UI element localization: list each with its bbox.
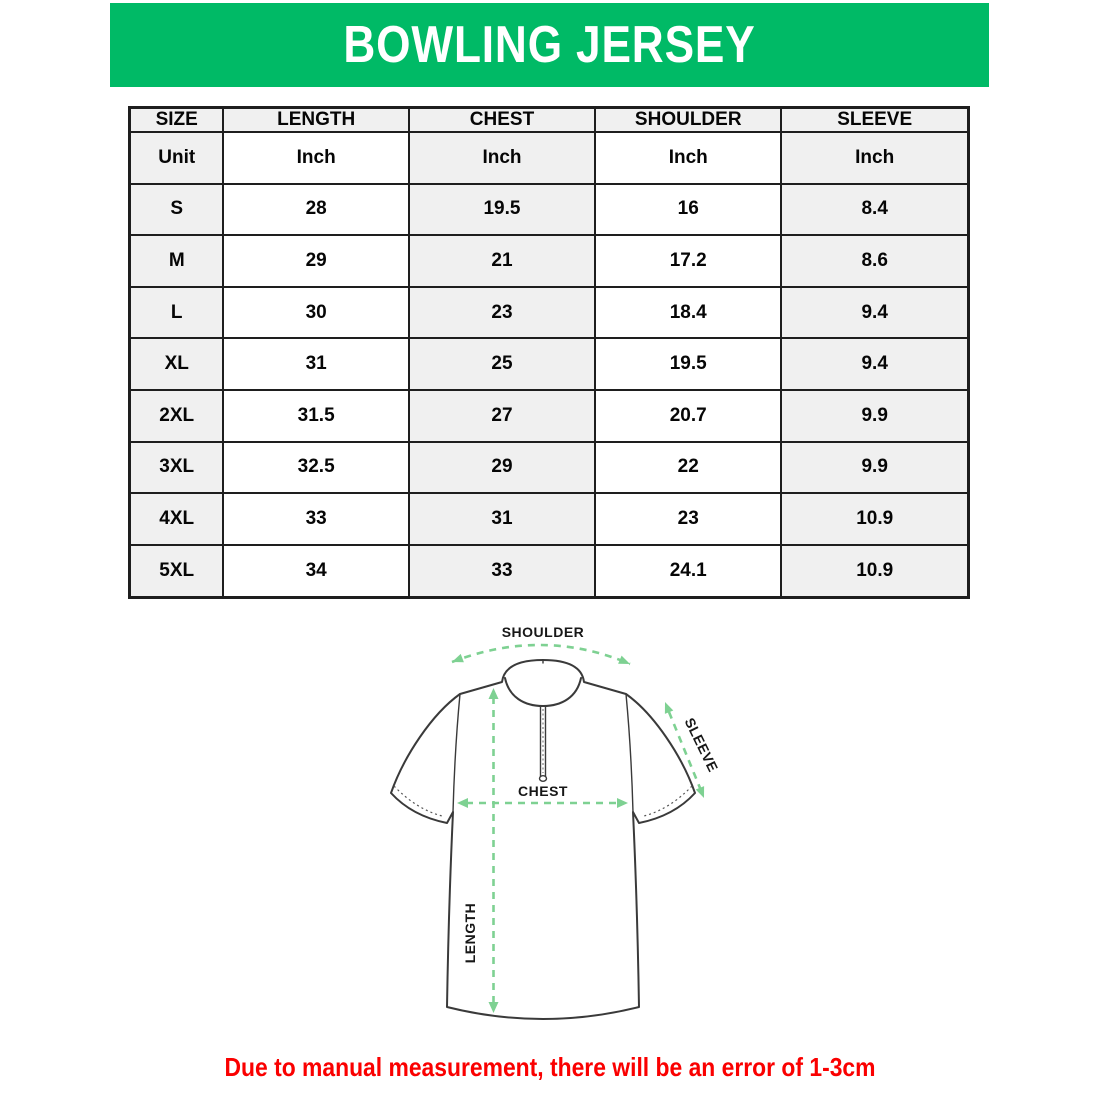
size-row-xl-sleeve: 9.4 [780, 337, 970, 391]
left-sleeve-seam [452, 693, 461, 813]
jersey-measurement-diagram: SHOULDER CHEST LENGTH SLEEVE [390, 624, 722, 1020]
size-row-2xl-size: 2XL [128, 388, 225, 443]
jersey-body-outline [390, 659, 696, 1020]
size-row-5xl-size: 5XL [128, 543, 225, 599]
size-row-l-size: L [128, 285, 225, 340]
unit-row-size: Unit [128, 131, 225, 185]
zipper-pull [538, 774, 548, 782]
shoulder-arrowhead-left [452, 653, 464, 663]
table-header-row: SIZE LENGTH CHEST SHOULDER SLEEVE [128, 106, 970, 133]
sleeve-arrowhead-bottom [695, 786, 705, 798]
unit-row-length: Inch [222, 131, 410, 185]
size-row-4xl-size: 4XL [128, 492, 225, 546]
collar-inner-line [504, 677, 582, 707]
right-cuff-stitch [643, 785, 693, 817]
column-header-chest: CHEST [407, 106, 597, 133]
length-label: LENGTH [462, 903, 478, 964]
size-row-xl-chest: 25 [407, 337, 597, 391]
size-row-2xl-length: 31.5 [222, 388, 410, 443]
size-row-5xl-length: 34 [222, 543, 410, 599]
measurement-disclaimer: Due to manual measurement, there will be… [224, 1052, 876, 1082]
chest-arrowhead-left [457, 798, 468, 808]
size-row-l-chest: 23 [407, 285, 597, 340]
size-row-m-length: 29 [222, 234, 410, 288]
unit-row-shoulder: Inch [594, 131, 783, 185]
title-banner: BOWLING JERSEY [110, 3, 989, 87]
size-row-m-sleeve: 8.6 [780, 234, 970, 288]
unit-row: Unit Inch Inch Inch Inch [128, 131, 970, 185]
size-row-s: S 28 19.5 16 8.4 [128, 182, 970, 237]
size-row-4xl: 4XL 33 31 23 10.9 [128, 492, 970, 546]
size-row-l-shoulder: 18.4 [594, 285, 783, 340]
size-row-l-sleeve: 9.4 [780, 285, 970, 340]
size-row-s-size: S [128, 182, 225, 237]
size-row-m-size: M [128, 234, 225, 288]
size-row-2xl: 2XL 31.5 27 20.7 9.9 [128, 388, 970, 443]
column-header-size: SIZE [128, 106, 225, 133]
size-row-5xl: 5XL 34 33 24.1 10.9 [128, 543, 970, 599]
unit-row-chest: Inch [407, 131, 597, 185]
shoulder-label: SHOULDER [502, 624, 585, 640]
length-arrowhead-bottom [488, 1002, 499, 1013]
size-row-3xl-chest: 29 [407, 440, 597, 495]
unit-row-sleeve: Inch [780, 131, 970, 185]
size-row-3xl-sleeve: 9.9 [780, 440, 970, 495]
size-row-4xl-length: 33 [222, 492, 410, 546]
size-row-3xl-length: 32.5 [222, 440, 410, 495]
size-row-2xl-sleeve: 9.9 [780, 388, 970, 443]
size-row-xl-size: XL [128, 337, 225, 391]
shoulder-arrowhead-right [618, 655, 630, 664]
shoulder-arrow [451, 643, 631, 666]
page-title: BOWLING JERSEY [343, 16, 756, 74]
size-row-l-length: 30 [222, 285, 410, 340]
size-row-m-chest: 21 [407, 234, 597, 288]
column-header-sleeve: SLEEVE [780, 106, 970, 133]
left-cuff-stitch [393, 785, 443, 817]
sleeve-label: SLEEVE [682, 715, 722, 774]
size-row-xl-shoulder: 19.5 [594, 337, 783, 391]
size-row-4xl-chest: 31 [407, 492, 597, 546]
size-row-5xl-shoulder: 24.1 [594, 543, 783, 599]
length-arrowhead-top [488, 688, 499, 699]
size-row-m: M 29 21 17.2 8.6 [128, 234, 970, 288]
sleeve-arrowhead-top [664, 702, 674, 714]
chest-arrowhead-right [617, 798, 628, 808]
size-row-4xl-sleeve: 10.9 [780, 492, 970, 546]
sleeve-arrow [667, 711, 702, 789]
size-row-m-shoulder: 17.2 [594, 234, 783, 288]
size-row-4xl-shoulder: 23 [594, 492, 783, 546]
column-header-length: LENGTH [222, 106, 410, 133]
size-row-s-chest: 19.5 [407, 182, 597, 237]
size-row-xl-length: 31 [222, 337, 410, 391]
size-row-l: L 30 23 18.4 9.4 [128, 285, 970, 340]
size-row-2xl-chest: 27 [407, 388, 597, 443]
column-header-shoulder: SHOULDER [594, 106, 783, 133]
size-chart-table: SIZE LENGTH CHEST SHOULDER SLEEVE Unit Inch In… [128, 106, 970, 599]
right-sleeve-seam [625, 693, 634, 813]
size-row-s-shoulder: 16 [594, 182, 783, 237]
size-row-3xl-shoulder: 22 [594, 440, 783, 495]
size-row-3xl: 3XL 32.5 29 22 9.9 [128, 440, 970, 495]
size-row-5xl-sleeve: 10.9 [780, 543, 970, 599]
size-row-5xl-chest: 33 [407, 543, 597, 599]
size-row-s-sleeve: 8.4 [780, 182, 970, 237]
size-row-2xl-shoulder: 20.7 [594, 388, 783, 443]
size-row-3xl-size: 3XL [128, 440, 225, 495]
chest-label: CHEST [518, 783, 568, 799]
size-row-s-length: 28 [222, 182, 410, 237]
size-row-xl: XL 31 25 19.5 9.4 [128, 337, 970, 391]
